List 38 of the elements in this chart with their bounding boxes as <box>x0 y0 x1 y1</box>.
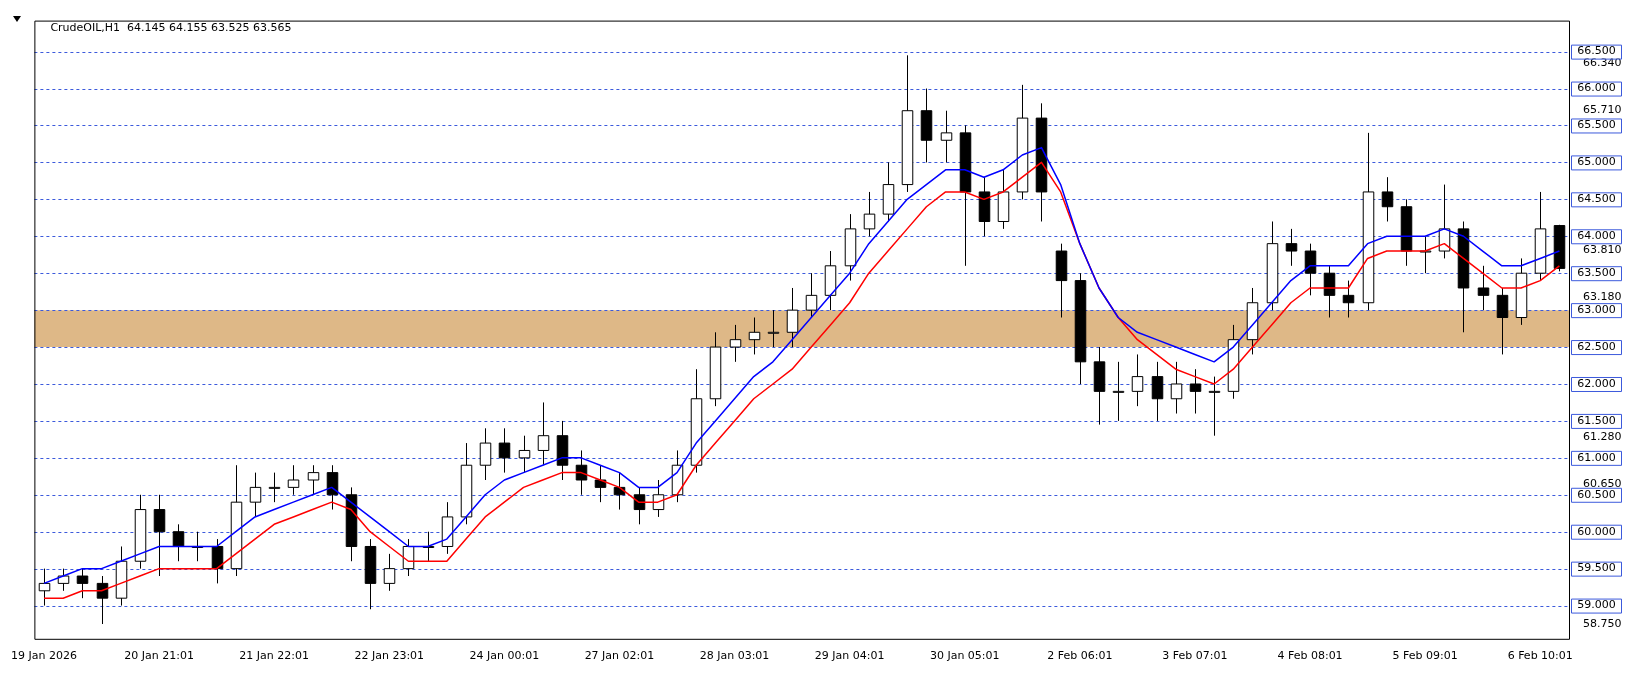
x-tick-label: 24 Jan 00:01 <box>469 649 540 663</box>
ref-line-label: 61.000 <box>1577 450 1616 464</box>
x-tick-label: 22 Jan 23:01 <box>354 649 425 663</box>
y-tick-label: 65.710 <box>1583 102 1622 116</box>
x-tick-label: 6 Feb 10:01 <box>1507 649 1573 663</box>
y-tick-label: 61.280 <box>1583 430 1622 444</box>
ref-line-label: 65.000 <box>1577 155 1616 169</box>
x-tick-label: 4 Feb 08:01 <box>1277 649 1343 663</box>
ref-line-label: 62.000 <box>1577 376 1616 390</box>
x-tick-label: 30 Jan 05:01 <box>929 649 1000 663</box>
y-tick-label: 63.180 <box>1583 289 1622 303</box>
ref-line-label: 61.500 <box>1577 413 1616 427</box>
ref-line-label: 59.000 <box>1577 598 1616 612</box>
x-tick-label: 20 Jan 21:01 <box>124 649 194 663</box>
y-tick-label: 66.340 <box>1583 56 1622 70</box>
ref-line-label: 59.500 <box>1577 561 1616 575</box>
ref-line-label: 60.000 <box>1577 524 1616 538</box>
ref-line-label: 66.500 <box>1577 44 1616 58</box>
x-tick-label: 27 Jan 02:01 <box>584 649 655 663</box>
ref-line-label: 64.000 <box>1577 229 1616 243</box>
ref-line-label: 65.500 <box>1577 118 1616 132</box>
chart-title: CrudeOIL,H1 64.145 64.155 63.525 63.565 <box>50 21 292 35</box>
x-tick-label: 21 Jan 22:01 <box>239 649 309 663</box>
ref-line-label: 63.000 <box>1577 302 1616 316</box>
x-tick-label: 28 Jan 03:01 <box>699 649 770 663</box>
ref-line-label: 63.500 <box>1577 266 1616 280</box>
y-tick-label: 63.810 <box>1583 243 1622 257</box>
x-tick-label: 19 Jan 2026 <box>10 649 77 663</box>
ref-line-label: 66.000 <box>1577 81 1616 95</box>
y-tick-label: 60.650 <box>1583 476 1622 490</box>
x-tick-label: 29 Jan 04:01 <box>814 649 885 663</box>
x-tick-label: 3 Feb 07:01 <box>1162 649 1228 663</box>
ref-line-label: 64.500 <box>1577 192 1616 206</box>
x-tick-label: 2 Feb 06:01 <box>1047 649 1113 663</box>
y-tick-label: 58.750 <box>1583 616 1622 630</box>
ref-line-label: 62.500 <box>1577 339 1616 353</box>
ref-line-label: 60.500 <box>1577 487 1616 501</box>
x-tick-label: 5 Feb 09:01 <box>1392 649 1458 663</box>
